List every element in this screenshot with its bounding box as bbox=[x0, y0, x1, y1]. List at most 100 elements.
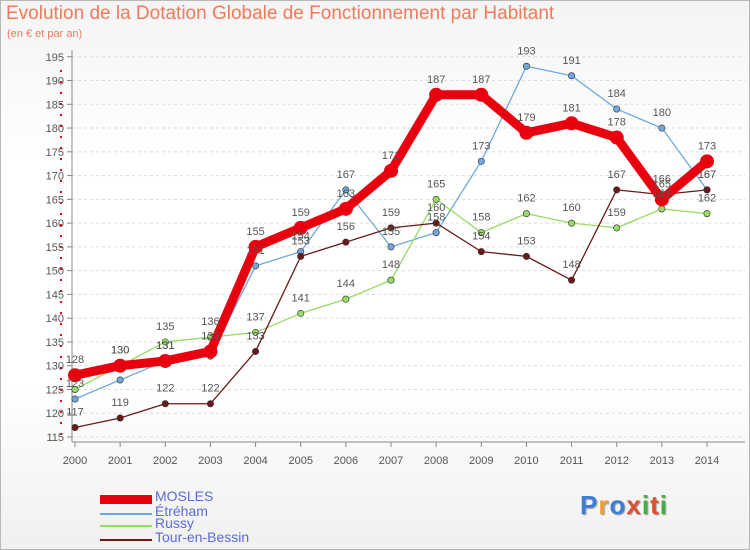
x-tick-label: 2003 bbox=[198, 455, 222, 467]
data-point bbox=[609, 130, 624, 145]
data-point bbox=[387, 224, 395, 232]
data-label: 153 bbox=[292, 235, 310, 247]
y-tick-label: 145 bbox=[46, 289, 64, 301]
x-tick-label: 2012 bbox=[604, 455, 628, 467]
data-label: 180 bbox=[653, 107, 671, 119]
data-point bbox=[568, 276, 576, 284]
y-tick-label: 170 bbox=[46, 171, 64, 183]
data-label: 133 bbox=[246, 330, 264, 342]
data-point bbox=[297, 309, 305, 317]
data-point bbox=[71, 423, 79, 431]
data-label: 187 bbox=[472, 74, 490, 86]
data-point bbox=[161, 400, 169, 408]
data-point bbox=[477, 248, 485, 256]
x-axis-ticks: 2000 2001 2002 2003 2004 2005 2006 2007 2008 2009… bbox=[63, 455, 719, 467]
y-tick-label: 190 bbox=[46, 76, 64, 88]
data-label: 163 bbox=[653, 188, 671, 200]
data-label: 162 bbox=[517, 193, 535, 205]
data-point bbox=[338, 201, 353, 216]
data-point bbox=[206, 400, 214, 408]
data-label: 167 bbox=[337, 169, 355, 181]
data-point bbox=[116, 414, 124, 422]
data-label: 119 bbox=[111, 397, 129, 409]
y-tick-label: 165 bbox=[46, 194, 64, 206]
data-point bbox=[703, 210, 711, 218]
logo-letter: i bbox=[659, 490, 668, 520]
data-label: 151 bbox=[246, 245, 264, 257]
data-labels: 128 130 131 133 155 159 163 171 187 187 179 181 178 1… bbox=[66, 45, 716, 418]
data-point bbox=[387, 276, 395, 284]
legend-label: Russy bbox=[155, 515, 194, 531]
legend-swatch bbox=[100, 525, 152, 527]
data-point bbox=[568, 219, 576, 227]
data-point bbox=[252, 347, 260, 355]
data-point bbox=[700, 154, 714, 169]
data-point bbox=[613, 186, 621, 194]
x-tick-label: 2014 bbox=[695, 455, 719, 467]
x-tick-label: 2013 bbox=[650, 455, 674, 467]
data-point bbox=[342, 186, 350, 194]
data-point bbox=[654, 192, 669, 207]
data-point bbox=[658, 205, 666, 213]
data-point bbox=[71, 395, 79, 403]
data-label: 128 bbox=[66, 354, 84, 366]
data-point bbox=[432, 229, 440, 237]
data-point bbox=[203, 344, 218, 359]
data-label: 159 bbox=[382, 207, 400, 219]
data-label: 167 bbox=[698, 169, 716, 181]
logo-letter: P bbox=[580, 490, 599, 520]
data-point bbox=[519, 125, 534, 140]
data-point bbox=[613, 224, 621, 232]
data-label: 179 bbox=[517, 112, 535, 124]
x-tick-label: 2001 bbox=[108, 455, 132, 467]
data-label: 130 bbox=[111, 345, 129, 357]
x-tick-label: 2000 bbox=[63, 455, 87, 467]
data-label: 131 bbox=[156, 340, 174, 352]
data-point bbox=[432, 219, 440, 227]
data-point bbox=[342, 295, 350, 303]
data-point bbox=[429, 87, 444, 102]
data-label: 130 bbox=[111, 345, 129, 357]
legend-swatch bbox=[100, 513, 152, 515]
data-point bbox=[384, 163, 398, 178]
data-point bbox=[522, 252, 530, 260]
data-label: 178 bbox=[608, 117, 626, 129]
y-tick-label: 180 bbox=[46, 123, 64, 135]
legend-label: MOSLES bbox=[155, 488, 214, 504]
chart-subtitle: (en € et par an) bbox=[7, 28, 83, 40]
x-tick-label: 2004 bbox=[243, 455, 267, 467]
data-label: 117 bbox=[66, 406, 84, 418]
y-tick-label: 185 bbox=[46, 99, 64, 111]
data-point bbox=[158, 353, 173, 368]
data-point bbox=[116, 376, 124, 384]
data-label: 165 bbox=[427, 178, 445, 190]
x-tick-label: 2006 bbox=[334, 455, 358, 467]
y-tick-label: 155 bbox=[46, 242, 64, 254]
data-point bbox=[387, 243, 395, 251]
data-point bbox=[432, 195, 440, 203]
y-tick-label: 175 bbox=[46, 147, 64, 159]
x-tick-label: 2002 bbox=[153, 455, 177, 467]
data-point bbox=[477, 157, 485, 165]
y-tick-label: 130 bbox=[46, 361, 64, 373]
logo-letter: i bbox=[641, 490, 651, 520]
data-label: 159 bbox=[608, 207, 626, 219]
x-tick-label: 2005 bbox=[288, 455, 312, 467]
x-tick-label: 2007 bbox=[379, 455, 403, 467]
data-label: 141 bbox=[292, 292, 310, 304]
legend-swatch bbox=[100, 539, 152, 541]
data-point bbox=[293, 220, 308, 235]
data-label: 148 bbox=[382, 259, 400, 271]
x-tick-label: 2009 bbox=[469, 455, 493, 467]
data-point bbox=[297, 252, 305, 260]
data-point bbox=[522, 210, 530, 218]
logo-letter: o bbox=[609, 490, 627, 520]
data-point bbox=[252, 262, 260, 270]
y-tick-label: 125 bbox=[46, 384, 64, 396]
data-label: 156 bbox=[337, 221, 355, 233]
legend-swatch bbox=[100, 495, 152, 504]
data-point bbox=[703, 186, 711, 194]
logo-letter: r bbox=[598, 490, 610, 520]
x-tick-label: 2010 bbox=[514, 455, 538, 467]
data-label: 159 bbox=[292, 207, 310, 219]
